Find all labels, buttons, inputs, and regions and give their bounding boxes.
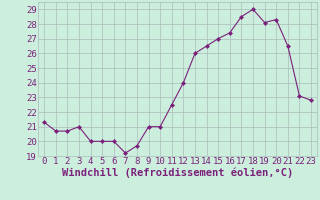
- X-axis label: Windchill (Refroidissement éolien,°C): Windchill (Refroidissement éolien,°C): [62, 168, 293, 178]
